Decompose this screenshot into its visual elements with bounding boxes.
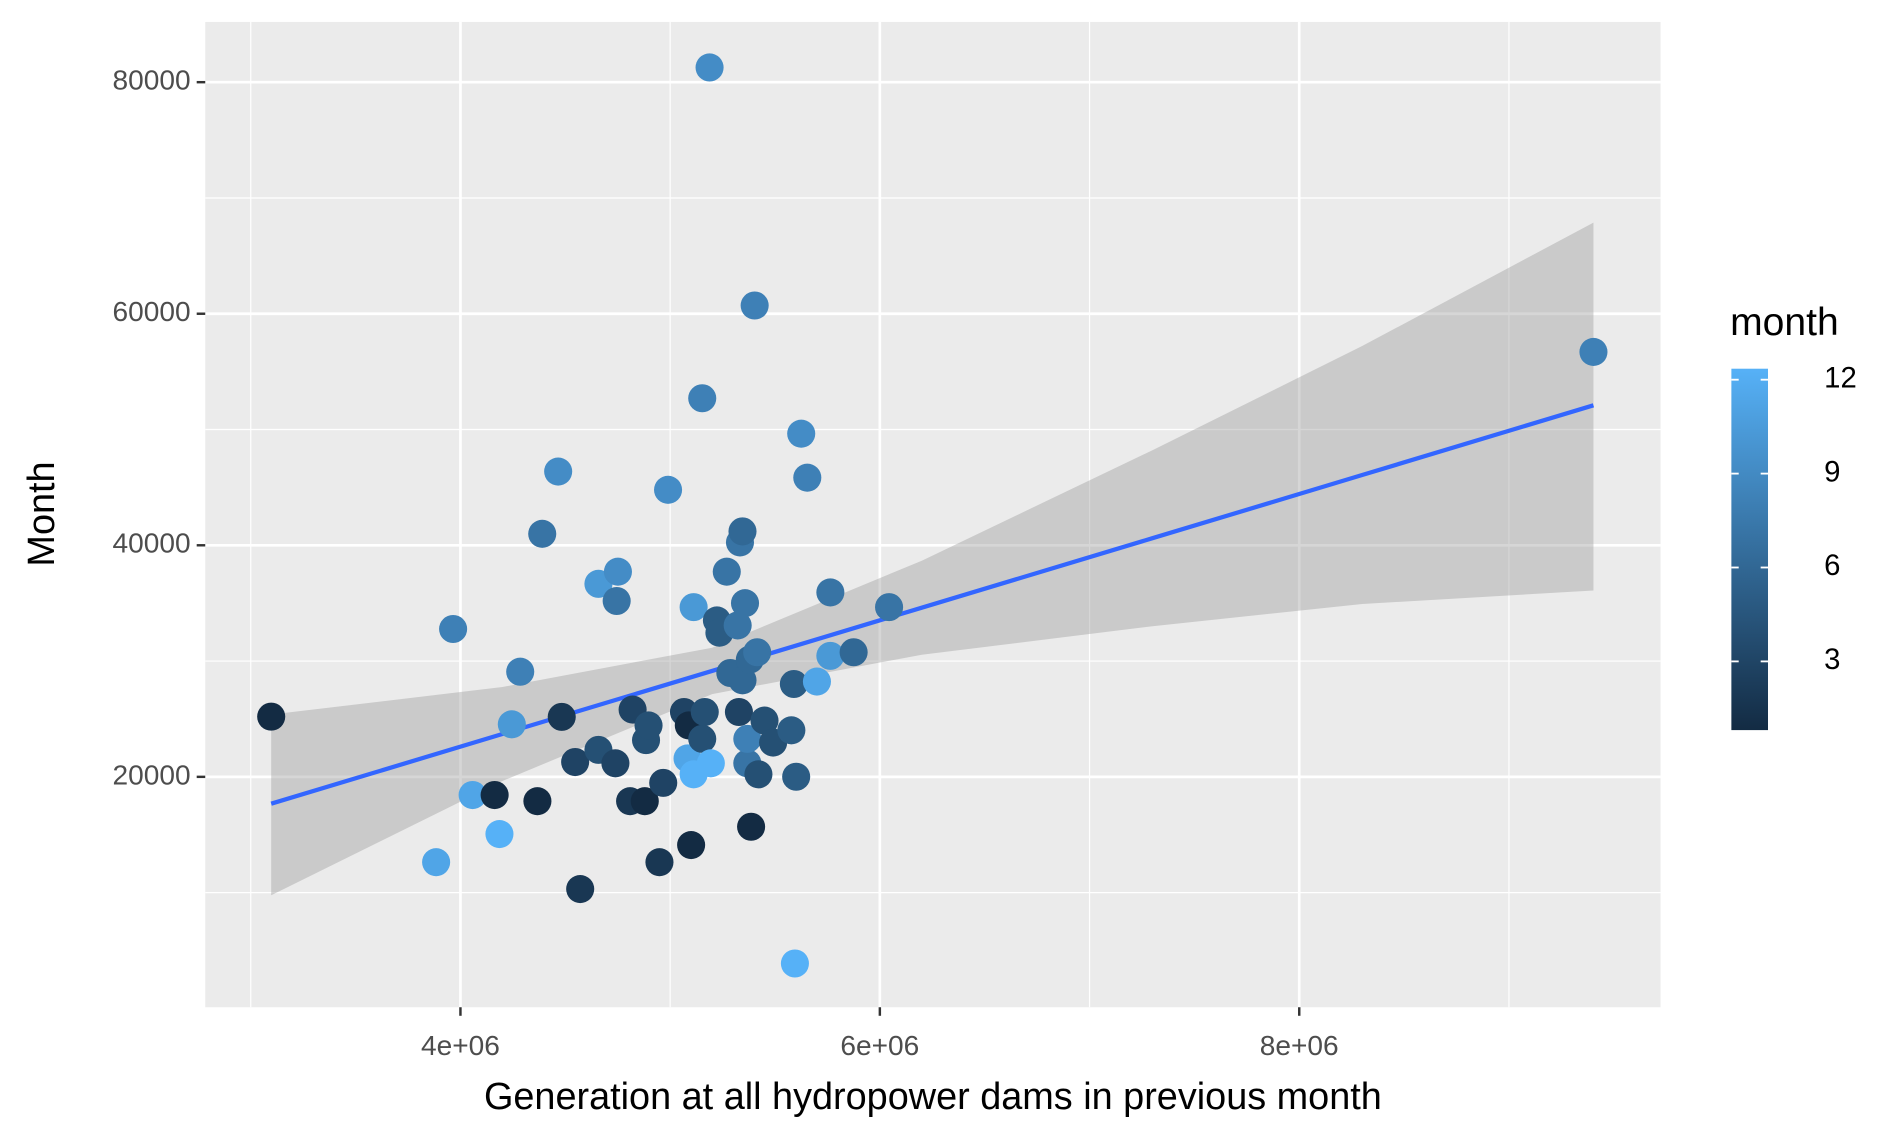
- grid: 4e+06 6e+06 8e+06 20000 40000 60000 80000: [112, 21, 1661, 1061]
- y-axis-title: Month: [21, 461, 63, 566]
- point: [458, 780, 487, 810]
- point: [690, 697, 719, 727]
- y-tick-label: 80000: [112, 65, 190, 96]
- point: [439, 614, 468, 644]
- point: [816, 578, 845, 607]
- point: [523, 787, 552, 816]
- point: [787, 419, 816, 448]
- legend-title: month: [1730, 301, 1839, 344]
- point: [506, 657, 535, 686]
- colorbar-label: 3: [1824, 643, 1840, 676]
- legend: 3 6 9 12: [1731, 361, 1857, 731]
- point: [1579, 337, 1608, 366]
- point: [561, 747, 590, 777]
- point: [480, 780, 509, 810]
- plot-area: [257, 53, 1608, 978]
- point: [688, 724, 717, 753]
- y-tick-label: 20000: [112, 759, 190, 790]
- point: [688, 384, 717, 413]
- point: [547, 702, 576, 731]
- y-tick-label: 60000: [112, 296, 190, 327]
- point: [544, 457, 573, 486]
- point: [677, 831, 706, 860]
- point: [733, 724, 762, 753]
- point: [696, 749, 725, 778]
- point: [724, 697, 753, 727]
- x-axis-title: Generation at all hydropower dams in pre…: [484, 1076, 1382, 1118]
- confidence-band: [271, 222, 1594, 896]
- point: [497, 710, 526, 739]
- point: [422, 848, 451, 877]
- point: [777, 716, 806, 745]
- point: [737, 812, 766, 841]
- point: [257, 702, 286, 731]
- point: [485, 820, 514, 849]
- point: [744, 760, 773, 789]
- point: [634, 711, 663, 740]
- point: [649, 768, 678, 797]
- colorbar-label: 12: [1824, 361, 1857, 394]
- point: [730, 589, 760, 618]
- point: [679, 593, 708, 622]
- point: [750, 706, 779, 735]
- x-tick-label: 8e+06: [1260, 1030, 1339, 1061]
- point: [712, 557, 741, 586]
- point: [839, 638, 868, 667]
- x-tick-label: 4e+06: [421, 1030, 500, 1061]
- colorbar-label: 9: [1824, 455, 1840, 488]
- point: [728, 517, 757, 546]
- point: [779, 669, 808, 699]
- colorbar: [1731, 368, 1769, 731]
- point: [816, 641, 845, 670]
- point: [875, 593, 904, 622]
- colorbar-label: 6: [1824, 549, 1840, 582]
- point: [602, 586, 631, 616]
- point: [601, 749, 630, 778]
- point: [802, 667, 831, 696]
- x-tick-label: 6e+06: [840, 1030, 919, 1061]
- point: [740, 291, 769, 320]
- panel-background: [205, 21, 1661, 1008]
- point: [782, 762, 811, 791]
- point: [654, 475, 683, 504]
- point: [743, 638, 772, 667]
- point: [780, 949, 809, 978]
- point: [603, 557, 632, 586]
- point: [630, 787, 659, 816]
- point: [645, 848, 674, 877]
- point: [793, 463, 822, 492]
- point: [566, 874, 595, 904]
- y-tick-label: 40000: [112, 528, 190, 559]
- point: [695, 53, 724, 82]
- point: [723, 611, 752, 640]
- point: [528, 519, 557, 548]
